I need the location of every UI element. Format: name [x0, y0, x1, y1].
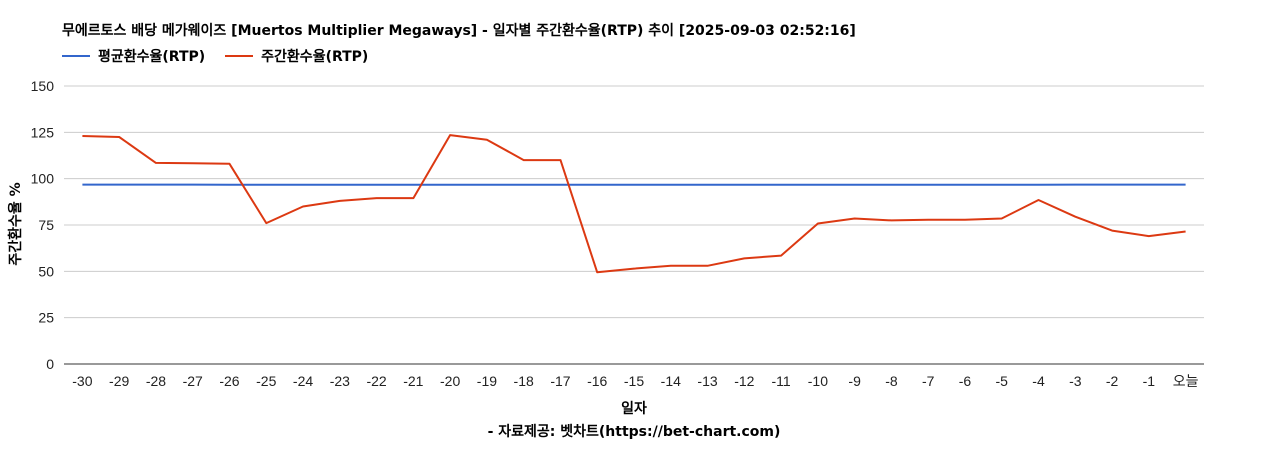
x-tick-label: -5 — [996, 373, 1009, 389]
x-tick-label: -25 — [256, 373, 276, 389]
x-tick-label: -21 — [403, 373, 423, 389]
x-tick-label: -17 — [550, 373, 570, 389]
y-tick-label: 150 — [31, 78, 55, 94]
x-tick-label: -2 — [1106, 373, 1119, 389]
x-tick-label: -19 — [477, 373, 497, 389]
x-tick-label: -28 — [146, 373, 166, 389]
x-axis-label: 일자 — [621, 401, 647, 417]
x-tick-label: -22 — [366, 373, 386, 389]
legend-swatch-weekly — [225, 55, 254, 57]
x-tick-label: -1 — [1143, 373, 1156, 389]
chart-title: 무에르토스 배당 메가웨이즈 [Muertos Multiplier Megaw… — [62, 23, 856, 39]
x-tick-label: -30 — [72, 373, 92, 389]
legend-item-average[interactable]: 평균환수율(RTP) — [62, 46, 205, 66]
x-tick-label: -20 — [440, 373, 460, 389]
legend-swatch-average — [62, 55, 90, 57]
data-source-credit: - 자료제공: 벳차트(https://bet-chart.com) — [487, 424, 781, 440]
x-tick-label: -14 — [661, 373, 681, 389]
x-tick-label: 오늘 — [1173, 373, 1199, 389]
x-tick-label: -11 — [771, 373, 790, 389]
x-tick-label: -24 — [293, 373, 313, 389]
x-tick-label: -12 — [734, 373, 754, 389]
x-tick-label: -3 — [1069, 373, 1082, 389]
x-tick-label: -6 — [959, 373, 972, 389]
legend-item-weekly[interactable]: 주간환수율(RTP) — [225, 46, 368, 66]
y-tick-label: 0 — [46, 356, 54, 372]
x-tick-label: -27 — [183, 373, 203, 389]
x-tick-label: -15 — [624, 373, 644, 389]
y-tick-label: 50 — [38, 263, 54, 279]
y-tick-label: 25 — [38, 310, 54, 326]
y-tick-label: 75 — [38, 217, 54, 233]
legend-label-average: 평균환수율(RTP) — [98, 49, 206, 65]
x-tick-label: -8 — [885, 373, 898, 389]
y-tick-label: 100 — [31, 171, 55, 187]
x-tick-label: -9 — [848, 373, 861, 389]
y-tick-label: 125 — [31, 124, 55, 140]
legend-label-weekly: 주간환수율(RTP) — [261, 49, 369, 65]
x-tick-label: -16 — [587, 373, 607, 389]
x-tick-label: -29 — [109, 373, 129, 389]
x-tick-label: -7 — [922, 373, 935, 389]
x-tick-label: -26 — [219, 373, 239, 389]
weekly-rtp-line — [82, 134, 1186, 274]
x-tick-label: -13 — [697, 373, 717, 389]
x-tick-label: -4 — [1032, 373, 1045, 389]
legend: 평균환수율(RTP) 주간환수율(RTP) — [62, 46, 388, 66]
x-tick-label: -18 — [514, 373, 534, 389]
x-tick-label: -23 — [330, 373, 350, 389]
y-axis-label: 주간환수율 % — [8, 182, 24, 266]
x-tick-label: -10 — [808, 373, 828, 389]
